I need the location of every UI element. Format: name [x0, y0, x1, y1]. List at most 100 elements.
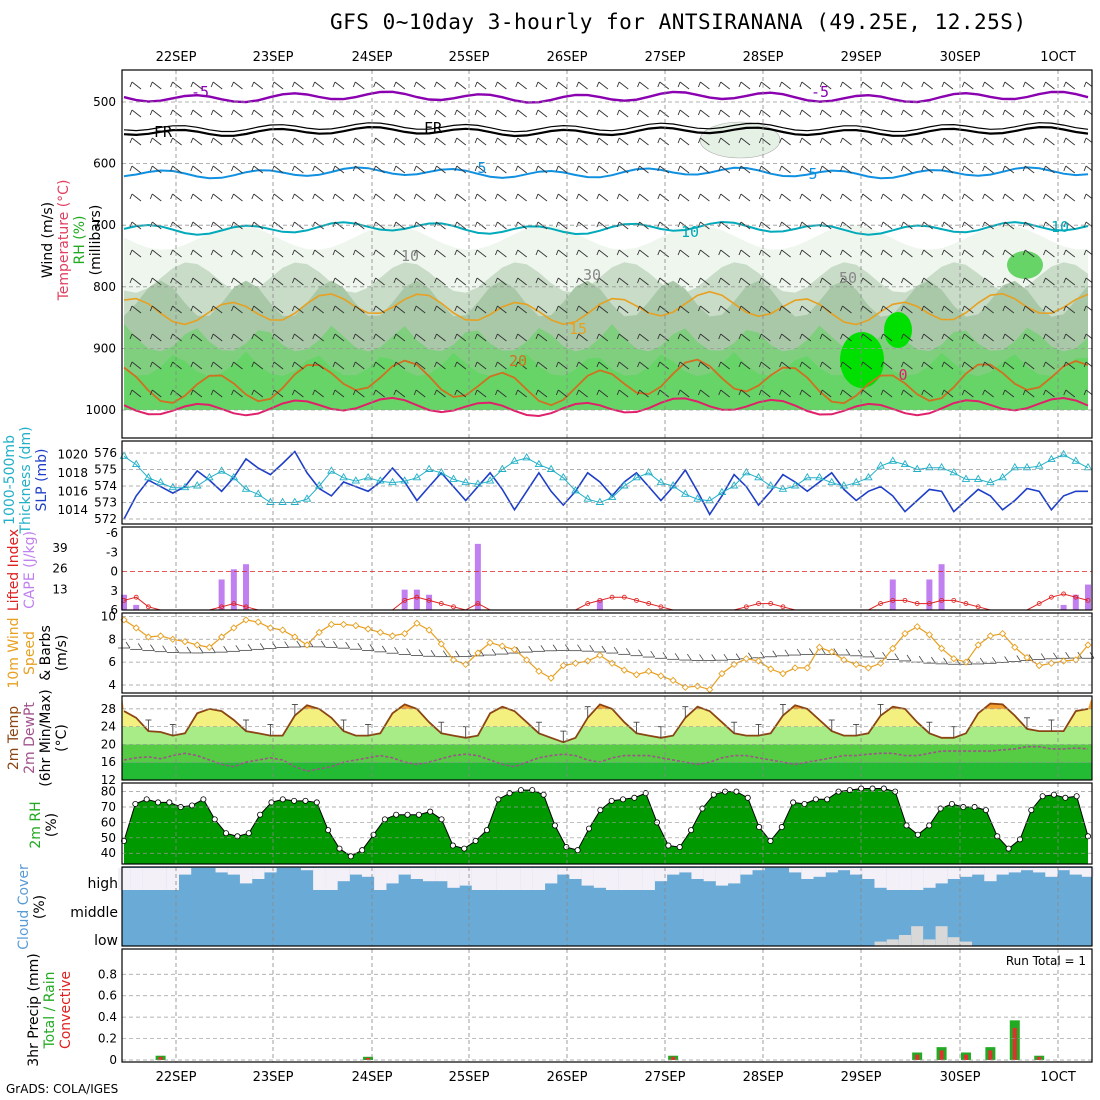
cape-bar	[230, 569, 237, 610]
wind-barb	[616, 165, 620, 172]
wind-barb	[172, 305, 182, 314]
wind-barb	[781, 165, 791, 174]
lifted-index-point	[451, 604, 456, 610]
rh-point	[336, 845, 343, 852]
wind-barb	[149, 389, 153, 396]
wind-barb	[1063, 305, 1067, 312]
date-label-bottom: 28SEP	[743, 1070, 784, 1085]
wind-barb	[819, 389, 823, 396]
wind-barb	[375, 389, 385, 398]
wind-barb	[1085, 165, 1092, 172]
wind-barb	[596, 305, 600, 312]
lifted-index-point	[414, 594, 420, 600]
wind-barb	[637, 361, 640, 368]
wind-barb	[494, 193, 498, 200]
wind-barb	[900, 305, 904, 312]
lifted-index-point	[426, 597, 432, 603]
wind-barb	[152, 81, 162, 90]
wind-barb	[761, 109, 771, 118]
wind-barb	[497, 165, 507, 174]
side-label: Convective	[58, 971, 74, 1049]
wind-barb	[882, 109, 893, 118]
wind-barb	[842, 389, 852, 398]
wind-barb	[152, 221, 162, 230]
temp-tick: 24	[101, 720, 116, 734]
rh-point	[404, 811, 411, 818]
wind-barb	[332, 305, 336, 312]
wind-barb-10m	[296, 640, 302, 648]
wind-barb	[555, 361, 559, 368]
wind-barb	[253, 277, 264, 286]
wind-barb	[352, 193, 356, 200]
temp-tick: 20	[101, 737, 116, 751]
wind-speed-point	[950, 655, 958, 663]
wind-barb	[497, 109, 507, 118]
wind-barb	[517, 165, 527, 174]
wind-barb-10m	[540, 645, 546, 652]
wind-barb	[129, 333, 133, 340]
wind-barb-10m	[747, 652, 753, 659]
wind-barb	[761, 277, 771, 286]
wind-barb	[332, 109, 336, 116]
date-label-bottom: 29SEP	[841, 1070, 882, 1085]
wind-barb	[413, 109, 417, 116]
wind-barb	[758, 109, 762, 116]
cloud-low-bar	[911, 926, 924, 946]
wind-speed-point	[413, 619, 421, 627]
thickness-point	[803, 472, 812, 481]
wind-barb	[1065, 193, 1076, 202]
wind-barb	[921, 109, 925, 116]
wind-speed-point	[181, 637, 189, 646]
wind-barb	[312, 277, 316, 284]
wind-barb	[900, 277, 904, 284]
wind-barb	[1045, 249, 1055, 258]
cape-bar	[474, 543, 481, 610]
wind-barb	[984, 389, 994, 398]
wind-barb	[819, 221, 823, 228]
wind-barb	[291, 193, 295, 200]
wind-barb-10m	[601, 645, 607, 653]
thickness-point	[302, 494, 312, 502]
wind-barb	[535, 221, 539, 228]
wind-barb	[395, 249, 406, 258]
cloud-high-bar	[496, 868, 509, 890]
wind-barb	[558, 165, 568, 174]
li-tick: 0	[110, 565, 118, 579]
slp-line	[123, 450, 1088, 520]
wind-barb	[1063, 221, 1067, 228]
wind-barb	[233, 333, 243, 342]
thickness-point	[1047, 454, 1056, 463]
wind-barb	[923, 277, 933, 286]
wind-barb	[1002, 221, 1006, 228]
contour-label: -5	[811, 83, 829, 101]
rh-max-blob	[884, 312, 912, 348]
wind-speed-point	[974, 641, 982, 649]
frames-layer	[121, 69, 1093, 1063]
wind-barb	[903, 305, 913, 314]
cloud-high-bar	[349, 868, 363, 875]
thickness-point	[595, 497, 605, 505]
thickness-point	[351, 476, 361, 484]
wind-barb	[294, 109, 304, 118]
wind-barb	[454, 221, 458, 228]
panel-frame-li	[121, 526, 1093, 611]
lifted-index-point	[780, 604, 786, 610]
wind-barb	[964, 193, 974, 202]
wind-barb	[882, 361, 893, 370]
wind-barb	[555, 221, 559, 228]
wind-barb	[1063, 137, 1067, 144]
wind-barb	[799, 81, 803, 88]
rh-point	[540, 791, 547, 798]
wind-barb	[476, 137, 487, 146]
wind-speed-point	[291, 633, 299, 641]
wind-barb	[212, 249, 223, 258]
wind-speed-point	[693, 682, 702, 690]
wind-barb	[373, 333, 377, 340]
temp-band-0	[122, 762, 1092, 780]
wind-barb	[578, 249, 588, 258]
wind-speed-point	[828, 648, 836, 656]
wind-barb	[373, 305, 377, 312]
wind-barb	[596, 389, 600, 396]
wind-barb	[799, 193, 803, 200]
wind-barb	[720, 137, 730, 146]
